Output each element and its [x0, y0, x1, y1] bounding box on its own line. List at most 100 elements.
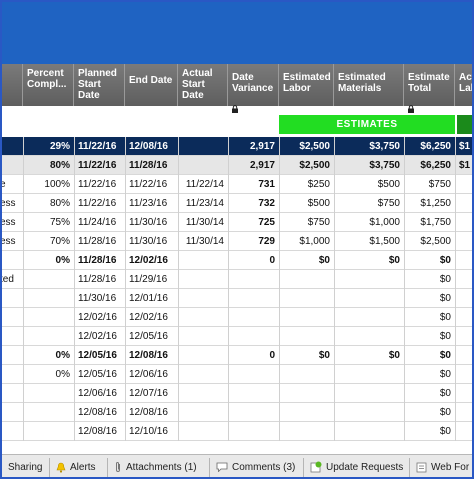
cell-materials[interactable]: $0: [388, 255, 400, 266]
col-header-end-date[interactable]: End Date: [125, 64, 178, 106]
cell-status[interactable]: [2, 327, 21, 346]
cell-actual[interactable]: 11/30/14: [185, 217, 224, 228]
cell-start[interactable]: 12/08/16: [78, 407, 117, 418]
cell-total[interactable]: $1,750: [420, 217, 451, 228]
cell-pct[interactable]: 0%: [55, 350, 70, 361]
cell-total[interactable]: $0: [439, 407, 451, 418]
cell-variance[interactable]: 2,917: [249, 160, 275, 171]
cell-end[interactable]: 12/06/16: [129, 369, 168, 380]
cell-variance[interactable]: 731: [258, 179, 275, 190]
cell-start[interactable]: 11/28/16: [78, 255, 117, 266]
cell-labor[interactable]: [279, 308, 334, 327]
table-row[interactable]: 12/02/16 12/05/16 $0: [2, 327, 472, 346]
cell-actual[interactable]: 11/30/14: [185, 236, 224, 247]
cell-total[interactable]: $0: [439, 331, 451, 342]
cell-status[interactable]: [2, 384, 21, 403]
tab-comments[interactable]: Comments (3): [210, 458, 304, 477]
cell-pct[interactable]: 80%: [49, 160, 70, 171]
col-header-estimated-labor[interactable]: Estimated Labor: [279, 64, 334, 106]
table-row[interactable]: 12/08/16 12/08/16 $0: [2, 403, 472, 422]
cell-start[interactable]: 12/02/16: [78, 331, 117, 342]
tab-sharing[interactable]: Sharing: [2, 458, 50, 477]
cell-status[interactable]: e: [0, 179, 6, 190]
cell-materials[interactable]: [334, 327, 404, 346]
cell-total[interactable]: $0: [439, 255, 451, 266]
cell-act[interactable]: $1: [459, 141, 471, 152]
cell-total[interactable]: $2,500: [420, 236, 451, 247]
cell-start[interactable]: 11/30/16: [78, 293, 117, 304]
cell-variance[interactable]: [228, 365, 279, 384]
cell-total[interactable]: $0: [439, 426, 451, 437]
cell-pct[interactable]: [23, 308, 74, 327]
cell-start[interactable]: 12/06/16: [78, 388, 117, 399]
cell-materials[interactable]: $1,500: [369, 236, 400, 247]
cell-variance[interactable]: [228, 422, 279, 441]
cell-status[interactable]: [2, 346, 21, 365]
cell-start[interactable]: 11/22/16: [78, 179, 117, 190]
cell-labor[interactable]: [279, 365, 334, 384]
table-row[interactable]: 0% 11/28/16 12/02/16 0 $0 $0 $0: [2, 251, 472, 270]
tab-update-requests[interactable]: Update Requests: [304, 458, 410, 477]
cell-status[interactable]: [2, 422, 21, 441]
tab-attachments[interactable]: Attachments (1): [108, 458, 210, 477]
cell-labor[interactable]: [279, 403, 334, 422]
cell-status[interactable]: ess: [0, 217, 16, 228]
cell-materials[interactable]: [334, 289, 404, 308]
cell-end[interactable]: 11/30/16: [129, 217, 168, 228]
cell-total[interactable]: $0: [439, 388, 451, 399]
table-row[interactable]: 0% 12/05/16 12/06/16 $0: [2, 365, 472, 384]
cell-start[interactable]: 12/05/16: [78, 350, 117, 361]
cell-status[interactable]: [2, 251, 21, 270]
cell-act[interactable]: [455, 251, 472, 270]
cell-act[interactable]: [455, 422, 472, 441]
cell-end[interactable]: 11/30/16: [129, 236, 168, 247]
table-row[interactable]: e 100% 11/22/16 11/22/16 11/22/14 731 $250 $500…: [0, 175, 472, 194]
cell-end[interactable]: 12/08/16: [129, 407, 168, 418]
cell-actual[interactable]: [178, 137, 228, 156]
col-header-date-variance[interactable]: Date Variance: [228, 64, 279, 106]
cell-labor[interactable]: $250: [307, 179, 330, 190]
cell-total[interactable]: $1,250: [420, 198, 451, 209]
table-row[interactable]: 12/08/16 12/10/16 $0: [2, 422, 472, 441]
col-header-estimated-materials[interactable]: Estimated Materials: [334, 64, 404, 106]
col-header-percent-complete[interactable]: Percent Compl...: [23, 64, 74, 106]
cell-start[interactable]: 11/28/16: [78, 236, 117, 247]
table-row[interactable]: ess 80% 11/22/16 11/23/16 11/23/14 732 $500 $75…: [2, 194, 472, 213]
cell-materials[interactable]: [334, 270, 404, 289]
cell-pct[interactable]: 29%: [49, 141, 70, 152]
cell-start[interactable]: 11/28/16: [78, 274, 117, 285]
cell-actual[interactable]: [178, 403, 228, 422]
cell-labor[interactable]: $750: [307, 217, 330, 228]
cell-total[interactable]: $0: [439, 312, 451, 323]
cell-end[interactable]: 12/08/16: [129, 350, 168, 361]
cell-act[interactable]: [455, 384, 472, 403]
cell-labor[interactable]: $1,000: [299, 236, 330, 247]
cell-pct[interactable]: [23, 422, 74, 441]
cell-act[interactable]: [455, 232, 472, 251]
cell-actual[interactable]: [178, 289, 228, 308]
cell-actual[interactable]: [178, 384, 228, 403]
table-row[interactable]: ess 70% 11/28/16 11/30/16 11/30/14 729 $1,000 $…: [2, 232, 472, 251]
cell-act[interactable]: [455, 194, 472, 213]
cell-total[interactable]: $0: [439, 350, 451, 361]
cell-materials[interactable]: [334, 308, 404, 327]
cell-start[interactable]: 11/24/16: [78, 217, 117, 228]
col-header-estimate-total[interactable]: Estimate Total: [404, 64, 455, 106]
cell-actual[interactable]: 11/22/14: [185, 179, 224, 190]
cell-labor[interactable]: $2,500: [299, 141, 330, 152]
cell-actual[interactable]: [178, 346, 228, 365]
cell-act[interactable]: [455, 308, 472, 327]
tab-web-form[interactable]: Web For: [410, 458, 472, 477]
cell-variance[interactable]: [228, 384, 279, 403]
cell-actual[interactable]: [178, 327, 228, 346]
cell-labor[interactable]: [279, 270, 334, 289]
cell-start[interactable]: 12/08/16: [78, 426, 117, 437]
cell-variance[interactable]: [228, 308, 279, 327]
cell-labor[interactable]: $2,500: [299, 160, 330, 171]
cell-materials[interactable]: $0: [388, 350, 400, 361]
cell-end[interactable]: 12/07/16: [129, 388, 168, 399]
col-header-status[interactable]: [2, 64, 23, 106]
cell-variance[interactable]: [228, 270, 279, 289]
cell-act[interactable]: [455, 270, 472, 289]
cell-variance[interactable]: [228, 403, 279, 422]
